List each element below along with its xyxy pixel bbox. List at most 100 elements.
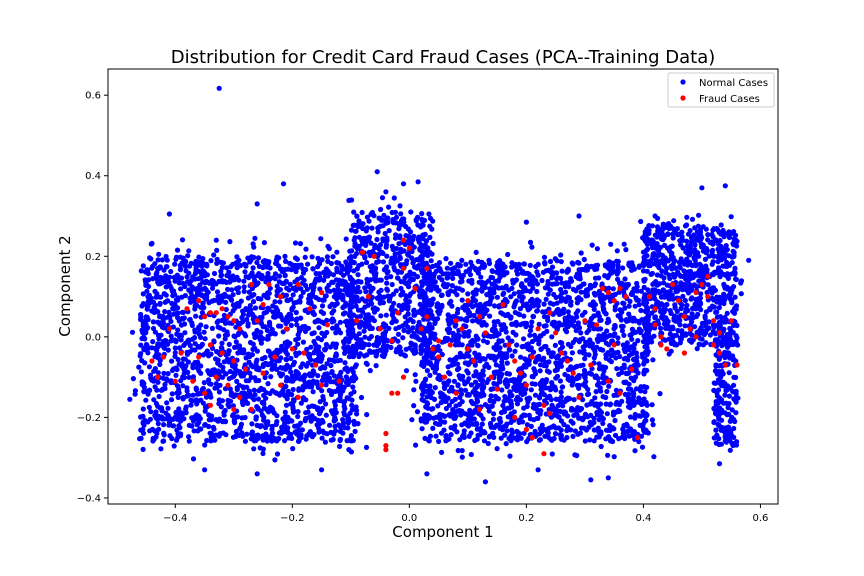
normal-case-point [276,358,282,364]
normal-case-point [526,271,532,277]
normal-case-point [156,415,162,421]
normal-case-point [695,311,701,317]
normal-case-point [211,339,217,345]
normal-case-point [181,375,187,381]
normal-case-point [430,240,436,247]
normal-case-point [344,270,350,276]
normal-case-point [383,312,389,318]
normal-case-point [284,375,290,381]
normal-case-point [155,257,161,263]
normal-case-point [629,336,635,342]
normal-case-point [223,279,230,285]
normal-case-point [504,270,510,276]
normal-case-point [263,433,269,439]
normal-case-point [358,394,365,401]
normal-case-point [479,282,485,288]
normal-case-point [238,421,245,427]
normal-case-point [349,402,355,408]
normal-case-point [295,413,301,420]
normal-case-point [203,278,209,284]
normal-case-point [455,447,461,454]
normal-case-point [522,285,528,291]
normal-case-point [403,223,409,230]
normal-case-point [340,311,347,317]
normal-case-point [367,252,373,259]
normal-case-point [582,356,588,362]
normal-case-point [171,274,177,280]
normal-case-point [431,415,437,421]
normal-case-point [426,437,432,444]
normal-case-point [412,372,418,378]
normal-case-point [366,237,372,243]
normal-case-point [247,303,253,309]
normal-case-point [150,339,156,345]
normal-case-point [422,377,428,383]
normal-case-point [448,432,454,438]
normal-case-point [613,387,620,393]
normal-case-point [447,371,453,377]
normal-case-point [497,274,503,280]
normal-case-point [184,393,190,399]
normal-case-point [214,256,220,262]
normal-case-point [550,350,556,356]
normal-case-point [565,367,571,373]
normal-case-point [507,453,513,459]
normal-case-point [439,449,445,455]
normal-case-point [139,327,145,333]
normal-case-point [241,284,247,290]
normal-case-point [385,215,391,221]
normal-case-point [474,396,480,402]
normal-case-point [398,218,405,224]
normal-case-point [531,303,537,309]
normal-case-point [542,260,548,266]
normal-case-point [527,416,534,422]
normal-case-point [214,348,220,355]
normal-case-point [294,322,300,328]
normal-case-point [187,316,193,323]
normal-case-point [298,432,304,438]
normal-case-point [166,415,172,421]
normal-case-point [300,385,306,391]
normal-case-point [499,326,505,333]
normal-case-point [470,318,476,324]
normal-case-point [407,229,414,235]
normal-case-point [392,254,398,260]
normal-case-point [253,330,259,336]
normal-case-point [302,307,308,314]
normal-case-point [412,264,418,270]
normal-case-point [296,350,302,356]
normal-case-point [364,315,370,321]
normal-case-point [499,387,505,393]
normal-case-point [252,277,258,284]
normal-case-point [493,347,499,353]
normal-case-point [568,322,575,328]
normal-case-point [426,298,432,304]
normal-case-point [464,392,470,398]
normal-case-point [148,256,154,262]
normal-case-point [286,311,292,317]
normal-case-point [541,355,547,361]
normal-case-point [603,401,609,407]
normal-case-point [584,391,591,398]
normal-case-point [184,274,190,280]
normal-case-point [182,283,188,290]
normal-case-point [441,384,447,390]
normal-case-point [574,363,580,369]
normal-case-point [333,301,339,307]
normal-case-point [198,397,204,403]
normal-case-point [413,442,419,448]
normal-case-point [474,390,480,396]
normal-case-point [600,380,606,386]
normal-case-point [544,368,551,374]
normal-case-point [342,360,348,366]
normal-case-point [620,300,626,306]
normal-case-point [278,266,285,272]
normal-case-point [350,384,356,390]
normal-case-point [527,239,534,245]
normal-case-point [425,245,431,251]
normal-case-point [382,351,388,357]
normal-case-point [148,409,154,415]
normal-case-point [319,330,325,336]
normal-case-point [511,409,517,415]
normal-case-point [127,396,133,402]
